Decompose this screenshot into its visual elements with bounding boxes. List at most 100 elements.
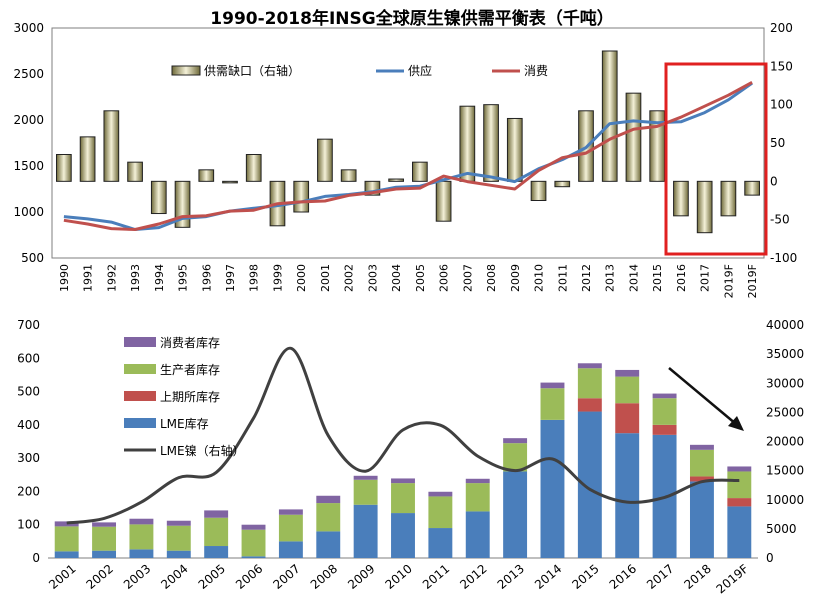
- legend-supply-label: 供应: [408, 63, 432, 78]
- top-x-label-8: 1998: [248, 264, 261, 292]
- gap-bar-2017: [696, 180, 713, 234]
- supply-demand-lines: [63, 80, 753, 231]
- trend-arrow-head: [728, 416, 744, 431]
- top-x-label-11: 2001: [319, 264, 332, 292]
- gap-bar-2002: [340, 169, 357, 182]
- bottom-x-label-9: 2010: [383, 562, 415, 592]
- bottom-x-label-13: 2014: [532, 562, 564, 592]
- legend-gap-swatch: [171, 65, 201, 76]
- inventory-bars: [54, 363, 752, 558]
- producer-stock-bar-2014: [540, 388, 565, 420]
- bottom-left-axis: 0 100 200 300 400 500 600 700: [17, 318, 40, 565]
- gap-bar-1994: [150, 180, 167, 215]
- top-x-label-2: 1992: [105, 264, 118, 292]
- gap-bar-2004: [388, 178, 404, 182]
- consumer-stock-bar-2003: [129, 518, 154, 525]
- lme-stock-bar-2016: [615, 433, 640, 558]
- producer-stock-bar-2001: [54, 526, 79, 552]
- top-x-label-28: 2019F: [722, 264, 735, 298]
- bottom-right-tick-2: 10000: [766, 493, 804, 507]
- top-right-tick-2: 0: [770, 174, 778, 188]
- gap-bar-1998: [245, 154, 262, 182]
- bottom-right-tick-5: 25000: [766, 405, 804, 419]
- consumer-stock-bar-2008: [316, 495, 341, 504]
- legend-producer-label: 生产者库存: [160, 362, 220, 377]
- gap-bar-2011: [554, 180, 571, 188]
- bottom-x-label-0: 2001: [46, 562, 78, 592]
- legend-gap-label: 供需缺口（右轴）: [204, 63, 300, 78]
- consumer-stock-bar-2017: [652, 393, 677, 399]
- top-x-label-29: 2019F: [746, 264, 759, 298]
- lme-stock-bar-2012: [465, 511, 490, 558]
- producer-stock-bar-2019F: [727, 471, 752, 499]
- lme-stock-bar-2011: [428, 528, 453, 558]
- gap-bar-2006: [435, 180, 452, 222]
- top-x-label-4: 1994: [153, 264, 166, 292]
- gap-bar-1991: [79, 136, 96, 182]
- top-right-tick-4: 100: [770, 98, 793, 112]
- consumer-stock-bar-2002: [92, 522, 117, 527]
- bottom-right-tick-3: 15000: [766, 464, 804, 478]
- legend-consumer-label: 消费者库存: [160, 335, 220, 350]
- top-x-label-22: 2012: [580, 264, 593, 292]
- legend-shfe-label: 上期所库存: [160, 389, 220, 404]
- top-x-label-1: 1991: [82, 264, 95, 292]
- top-right-tick-5: 150: [770, 59, 793, 73]
- top-left-tick-2: 1500: [13, 159, 44, 173]
- bottom-left-tick-5: 500: [17, 385, 40, 399]
- top-x-label-24: 2014: [627, 264, 640, 292]
- consumer-stock-bar-2018: [689, 444, 714, 450]
- top-x-label-14: 2004: [390, 264, 403, 292]
- bottom-right-axis: 0 5000 10000 15000 20000 25000 30000 35000 40000: [766, 318, 804, 565]
- top-x-label-9: 1999: [271, 264, 284, 292]
- lme-stock-bar-2003: [129, 549, 154, 558]
- producer-stock-bar-2005: [204, 517, 229, 547]
- bottom-left-tick-0: 0: [32, 551, 40, 565]
- bottom-left-tick-3: 300: [17, 451, 40, 465]
- consumer-stock-bar-2006: [241, 524, 266, 530]
- top-x-label-17: 2007: [461, 264, 474, 292]
- top-x-label-7: 1997: [224, 264, 237, 292]
- lme-stock-bar-2009: [353, 504, 378, 558]
- top-x-label-10: 2000: [295, 264, 308, 292]
- legend-consumer-swatch: [124, 337, 156, 347]
- gap-bars: [56, 50, 760, 234]
- producer-stock-bar-2013: [503, 443, 528, 472]
- lme-stock-bar-2010: [391, 513, 415, 558]
- top-plot-frame: [51, 27, 765, 259]
- bottom-right-tick-7: 35000: [766, 347, 804, 361]
- top-x-label-13: 2003: [366, 264, 379, 292]
- chart-title: 1990-2018年INSG全球原生镍供需平衡表（千吨）: [210, 8, 613, 29]
- gap-bar-2019F: [744, 180, 760, 196]
- bottom-x-label-15: 2016: [607, 562, 639, 592]
- gap-bar-2013: [601, 50, 618, 182]
- gap-bar-2016: [673, 180, 689, 217]
- top-left-axis: 500 1000 1500 2000 2500 3000: [13, 21, 44, 265]
- top-chart: 1990-2018年INSG全球原生镍供需平衡表（千吨） 50010001500…: [13, 8, 797, 298]
- bottom-x-label-10: 2011: [420, 562, 452, 592]
- gap-bar-1992: [103, 110, 120, 182]
- consumer-stock-bar-2005: [204, 510, 229, 518]
- bottom-left-tick-6: 600: [17, 351, 40, 365]
- bottom-right-tick-0: 0: [766, 551, 774, 565]
- shfe-stock-bar-2017: [652, 424, 677, 435]
- top-x-label-23: 2013: [604, 264, 617, 292]
- highlight-box: [664, 62, 768, 256]
- top-x-label-15: 2005: [414, 264, 427, 292]
- shfe-stock-bar-2015: [577, 398, 602, 412]
- producer-stock-bar-2015: [577, 368, 602, 399]
- producer-stock-bar-2003: [129, 524, 154, 550]
- gap-bar-1993: [127, 161, 143, 182]
- lme-stock-bar-2001: [54, 551, 79, 558]
- producer-stock-bar-2010: [391, 483, 415, 514]
- consumer-stock-bar-2009: [353, 475, 378, 480]
- top-x-label-27: 2017: [699, 264, 712, 292]
- bottom-x-label-3: 2004: [158, 562, 190, 592]
- producer-stock-bar-2017: [652, 398, 677, 425]
- top-x-label-0: 1990: [58, 264, 71, 292]
- consumer-stock-bar-2004: [166, 520, 191, 526]
- trend-arrow-shaft: [668, 367, 737, 425]
- bottom-x-label-7: 2008: [308, 562, 340, 592]
- top-right-tick-1: -50: [770, 213, 790, 227]
